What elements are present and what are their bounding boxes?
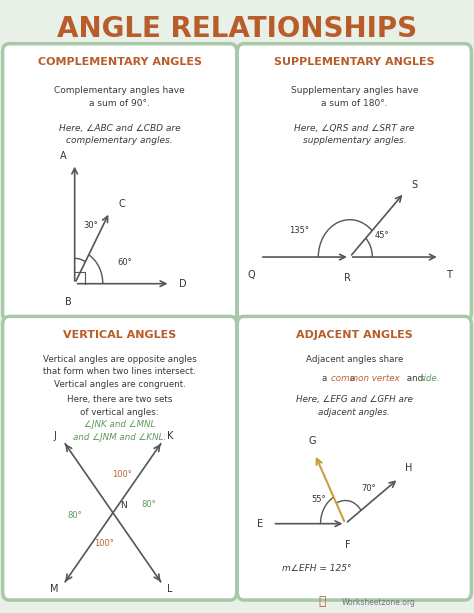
FancyBboxPatch shape: [237, 44, 471, 321]
Text: G: G: [309, 436, 316, 446]
Text: K: K: [167, 431, 174, 441]
Text: C: C: [118, 199, 125, 210]
Text: Adjacent angles share: Adjacent angles share: [306, 354, 403, 364]
Text: Complementary angles have
a sum of 90°.: Complementary angles have a sum of 90°.: [55, 86, 185, 108]
Text: S: S: [411, 180, 417, 190]
FancyBboxPatch shape: [3, 44, 237, 321]
Text: N: N: [119, 501, 127, 510]
FancyBboxPatch shape: [3, 316, 237, 600]
Text: Here, there are two sets
of vertical angles:: Here, there are two sets of vertical ang…: [67, 395, 173, 417]
Text: B: B: [64, 297, 71, 307]
Text: L: L: [167, 584, 173, 595]
Text: a: a: [322, 374, 330, 383]
Text: F: F: [345, 540, 350, 550]
Text: 100°: 100°: [94, 538, 114, 547]
Text: ADJACENT ANGLES: ADJACENT ANGLES: [296, 330, 413, 340]
Text: Ⓦ: Ⓦ: [319, 595, 326, 608]
Text: Vertical angles are opposite angles
that form when two lines intersect.
Vertical: Vertical angles are opposite angles that…: [43, 354, 197, 389]
Text: Q: Q: [247, 270, 255, 280]
Text: m∠EFH = 125°: m∠EFH = 125°: [282, 564, 352, 573]
Text: R: R: [344, 273, 351, 283]
Text: M: M: [50, 584, 58, 595]
Text: 80°: 80°: [142, 500, 156, 509]
Text: VERTICAL ANGLES: VERTICAL ANGLES: [63, 330, 176, 340]
Text: J: J: [53, 431, 56, 441]
Text: side.: side.: [419, 374, 440, 383]
Text: SUPPLEMENTARY ANGLES: SUPPLEMENTARY ANGLES: [274, 57, 435, 67]
Text: a: a: [350, 374, 358, 383]
Text: 60°: 60°: [118, 258, 132, 267]
Text: D: D: [179, 279, 187, 289]
Text: Here, ∠QRS and ∠SRT are
supplementary angles.: Here, ∠QRS and ∠SRT are supplementary an…: [294, 124, 415, 145]
Text: COMPLEMENTARY ANGLES: COMPLEMENTARY ANGLES: [38, 57, 201, 67]
Text: Worksheetzone.org: Worksheetzone.org: [341, 598, 415, 607]
Text: 80°: 80°: [67, 511, 82, 520]
Text: 135°: 135°: [289, 226, 309, 235]
Text: 55°: 55°: [311, 495, 326, 504]
Text: and: and: [404, 374, 426, 383]
Text: A: A: [60, 151, 67, 161]
Text: ∠JNK and ∠MNL
and ∠JNM and ∠KNL.: ∠JNK and ∠MNL and ∠JNM and ∠KNL.: [73, 420, 166, 441]
Text: Here, ∠EFG and ∠GFH are
adjacent angles.: Here, ∠EFG and ∠GFH are adjacent angles.: [296, 395, 413, 417]
FancyBboxPatch shape: [237, 316, 471, 600]
Text: H: H: [405, 463, 413, 473]
Text: Supplementary angles have
a sum of 180°.: Supplementary angles have a sum of 180°.: [291, 86, 418, 108]
Text: 100°: 100°: [112, 470, 132, 479]
Text: 30°: 30°: [83, 221, 99, 230]
Text: T: T: [446, 270, 452, 280]
Text: E: E: [257, 519, 264, 528]
Text: common vertex: common vertex: [331, 374, 400, 383]
Text: ANGLE RELATIONSHIPS: ANGLE RELATIONSHIPS: [57, 15, 417, 44]
Text: 70°: 70°: [361, 484, 376, 493]
Text: Here, ∠ABC and ∠CBD are
complementary angles.: Here, ∠ABC and ∠CBD are complementary an…: [59, 124, 181, 145]
Text: 45°: 45°: [374, 231, 389, 240]
